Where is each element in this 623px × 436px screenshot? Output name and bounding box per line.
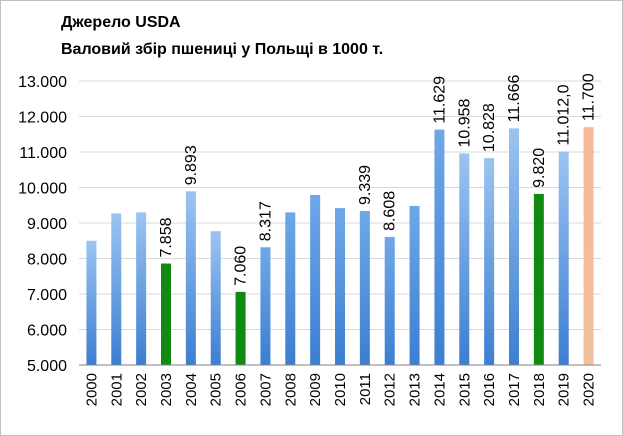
bar-2002 [136,212,147,365]
data-label-2020: 11.700 [581,73,598,121]
bar-2007 [260,247,271,365]
data-label-2014: 11.629 [431,76,448,124]
chart-subtitle: Валовий збір пшениці у Польщі в 1000 т. [61,41,383,58]
x-tick-label-2013: 2013 [407,373,424,406]
data-label-2011: 9.339 [357,165,374,205]
x-tick-label-2009: 2009 [307,373,324,406]
y-tick-label: 5.000 [27,358,67,375]
x-tick-label-2002: 2002 [133,373,150,406]
x-tick-label-2007: 2007 [257,373,274,406]
bar-2017 [509,128,519,365]
bar-2003 [161,263,171,365]
data-label-2015: 10.958 [456,98,473,147]
bars [86,127,594,366]
x-tick-label-2017: 2017 [506,373,523,406]
x-tick-label-2000: 2000 [83,373,100,406]
x-tick-label-2003: 2003 [158,373,175,406]
y-axis-tick-labels: 5.000 6.000 7.000 8.000 9.000 10.000 11.000 12.… [18,74,67,375]
bar-2013 [409,205,420,365]
bar-2019 [558,151,569,365]
x-tick-label-2011: 2011 [357,373,374,405]
bar-2016 [484,158,495,365]
y-tick-label: 10.000 [18,181,67,198]
data-label-2006: 7.060 [233,246,250,286]
data-label-2016: 10.828 [481,103,498,152]
x-tick-label-2004: 2004 [183,373,200,406]
x-tick-label-2020: 2020 [581,373,598,406]
x-tick-label-2018: 2018 [531,373,548,406]
data-label-2003: 7.858 [158,217,175,257]
y-tick-label: 12.000 [18,110,67,127]
bar-2010 [335,208,345,365]
x-tick-label-2019: 2019 [556,373,573,406]
bar-2008 [285,212,296,365]
x-tick-label-2008: 2008 [282,373,299,406]
x-axis-tick-labels: 2000 2001 2002 2003 2004 2005 2006 2007 2008 2009… [83,373,597,406]
data-label-2019: 11.012,0 [556,84,573,145]
bar-2009 [310,194,321,365]
bar-2012 [384,236,395,365]
data-label-2017: 11.666 [506,75,523,123]
bar-2011 [359,210,370,365]
data-label-2004: 9.893 [183,145,200,185]
bar-2020 [583,127,594,366]
data-label-2018: 9.820 [531,148,548,188]
chart-title: Джерело USDA [61,14,181,31]
bar-2001 [111,213,122,365]
y-tick-label: 13.000 [18,74,67,91]
bar-2004 [185,191,196,365]
bar-2005 [210,231,221,365]
bar-2014 [434,129,445,365]
y-tick-label: 8.000 [27,252,67,269]
bar-2000 [86,240,97,365]
x-tick-label-2015: 2015 [456,373,473,406]
data-label-2012: 8.608 [382,191,399,231]
data-label-2007: 8.317 [257,201,274,241]
x-tick-label-2014: 2014 [431,373,448,406]
y-tick-label: 9.000 [27,216,67,233]
x-tick-label-2016: 2016 [481,373,498,406]
x-tick-label-2010: 2010 [332,373,349,406]
data-labels: 7.858 9.893 7.060 8.317 9.339 8.608 11.629 10.9… [158,73,598,286]
y-tick-label: 6.000 [27,323,67,340]
bar-2018 [533,193,544,365]
x-tick-label-2006: 2006 [233,373,250,406]
x-tick-label-2012: 2012 [382,373,399,406]
y-tick-label: 11.000 [19,145,67,162]
x-tick-label-2005: 2005 [208,373,225,406]
bar-2015 [459,153,470,365]
y-tick-label: 7.000 [27,287,67,304]
x-tick-label-2001: 2001 [108,373,125,406]
bar-2006 [235,291,246,365]
